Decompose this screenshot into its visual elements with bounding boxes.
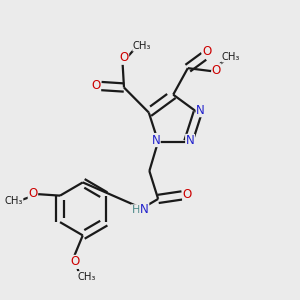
Text: CH₃: CH₃ [77,272,95,282]
Text: O: O [212,64,221,77]
Text: N: N [186,134,194,147]
Text: H: H [131,205,140,215]
Text: N: N [196,104,205,117]
Text: O: O [92,79,100,92]
Text: O: O [183,188,192,201]
Text: CH₃: CH₃ [4,196,23,206]
Text: O: O [202,45,212,58]
Text: N: N [152,134,160,146]
Text: N: N [140,203,149,216]
Text: CH₃: CH₃ [133,41,151,51]
Text: O: O [70,255,79,268]
Text: O: O [119,51,129,64]
Text: CH₃: CH₃ [222,52,240,62]
Text: O: O [28,187,38,200]
